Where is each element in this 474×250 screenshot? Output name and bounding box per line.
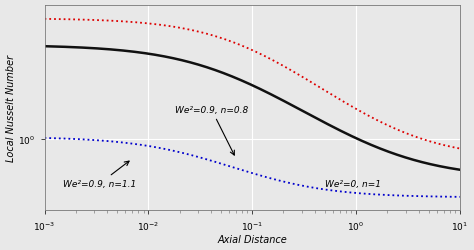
Y-axis label: Local Nusselt Number: Local Nusselt Number	[6, 54, 16, 161]
Text: We²=0.9, n=1.1: We²=0.9, n=1.1	[63, 162, 136, 188]
Text: We²=0.9, n=0.8: We²=0.9, n=0.8	[175, 106, 248, 156]
Text: We²=0, n=1: We²=0, n=1	[325, 180, 381, 188]
X-axis label: Axial Distance: Axial Distance	[218, 234, 287, 244]
